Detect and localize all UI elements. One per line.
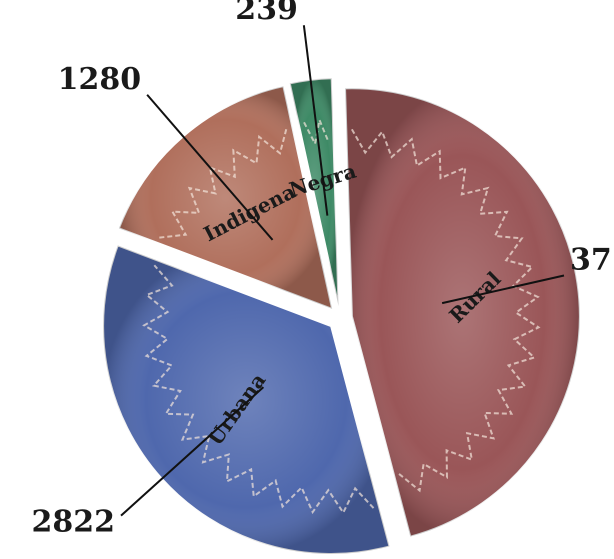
slice-stitch [351,128,541,493]
slice-shading [345,88,580,537]
value-label: 2822 [32,505,116,540]
value-label: 1280 [58,62,142,97]
value-label: 239 [235,0,298,27]
slice-stitch [159,127,288,239]
leader-line [302,25,329,216]
value-label: 3751 [570,243,614,278]
leader-line [441,274,565,305]
leader-line [146,94,274,241]
slice-shading [118,86,333,309]
slice-shading [103,245,390,555]
leader-line [120,386,265,517]
slice-stitch [142,264,375,515]
